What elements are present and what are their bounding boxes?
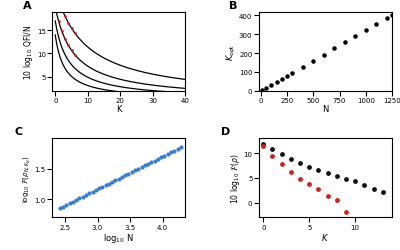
Point — [259, 89, 265, 93]
Point — [288, 171, 294, 175]
Point — [278, 152, 285, 156]
Point — [389, 14, 395, 18]
Point — [92, 188, 99, 192]
Point — [300, 65, 306, 69]
Point — [297, 177, 303, 181]
Point — [342, 41, 348, 45]
Point — [142, 164, 148, 168]
Point — [343, 177, 349, 181]
Point — [63, 203, 70, 207]
Point — [80, 195, 86, 199]
Point — [99, 185, 106, 189]
Point — [373, 23, 380, 27]
Text: C: C — [15, 127, 23, 137]
Point — [152, 159, 158, 163]
Point — [158, 156, 164, 160]
Point — [57, 206, 63, 210]
Point — [76, 196, 83, 200]
Point — [102, 184, 109, 188]
Text: A: A — [23, 0, 31, 10]
Text: D: D — [221, 127, 230, 137]
Point — [334, 174, 340, 178]
Point — [297, 161, 303, 165]
Point — [60, 205, 66, 209]
Point — [171, 149, 178, 153]
Point — [128, 170, 135, 174]
Point — [260, 142, 266, 146]
Point — [109, 180, 115, 184]
Point — [310, 59, 316, 63]
Point — [324, 172, 331, 176]
Point — [73, 198, 79, 202]
Point — [315, 169, 322, 173]
Point — [306, 165, 312, 169]
Point — [70, 200, 76, 204]
Point — [284, 74, 290, 78]
Y-axis label: $K_{\mathrm{opt}}$: $K_{\mathrm{opt}}$ — [224, 44, 238, 60]
Point — [362, 29, 369, 33]
Point — [278, 163, 285, 167]
Point — [161, 154, 168, 158]
Point — [168, 151, 174, 155]
Y-axis label: 10 log$_{10}$ QFI/N: 10 log$_{10}$ QFI/N — [22, 24, 35, 80]
Point — [320, 53, 327, 57]
Point — [263, 86, 269, 90]
X-axis label: $K$: $K$ — [321, 231, 329, 242]
Point — [119, 175, 125, 179]
Point — [86, 192, 92, 196]
Point — [135, 167, 142, 171]
Point — [331, 47, 338, 51]
Point — [315, 188, 322, 192]
Point — [384, 17, 390, 21]
X-axis label: log$_{10}$ N: log$_{10}$ N — [103, 231, 134, 244]
Text: B: B — [229, 0, 238, 10]
X-axis label: K: K — [116, 105, 122, 114]
Point — [164, 152, 171, 156]
Point — [148, 160, 154, 164]
Point — [89, 190, 96, 194]
Point — [106, 182, 112, 186]
Point — [289, 71, 296, 75]
Point — [380, 190, 386, 194]
Point — [269, 148, 276, 152]
Point — [178, 146, 184, 150]
X-axis label: N: N — [322, 105, 328, 114]
Point — [352, 35, 358, 39]
Point — [122, 174, 128, 178]
Point — [278, 77, 285, 81]
Y-axis label: log$_{10}$ $\mathcal{F}(\rho_{N,K_N})$: log$_{10}$ $\mathcal{F}(\rho_{N,K_N})$ — [22, 154, 33, 202]
Point — [269, 154, 276, 158]
Point — [273, 80, 280, 84]
Point — [155, 157, 161, 161]
Point — [288, 157, 294, 161]
Point — [361, 184, 368, 188]
Point — [132, 169, 138, 173]
Point — [352, 180, 358, 184]
Point — [112, 178, 118, 182]
Point — [324, 194, 331, 198]
Point — [116, 177, 122, 181]
Point — [334, 198, 340, 202]
Point — [145, 162, 151, 166]
Point — [268, 83, 274, 87]
Point — [343, 210, 349, 214]
Point — [370, 187, 377, 191]
Point — [83, 193, 89, 197]
Y-axis label: 10 log$_{10}$ $\mathcal{F}(\rho)$: 10 log$_{10}$ $\mathcal{F}(\rho)$ — [229, 153, 242, 203]
Point — [260, 144, 266, 148]
Point — [174, 148, 181, 152]
Point — [125, 172, 132, 176]
Point — [96, 187, 102, 191]
Point — [66, 202, 73, 205]
Point — [138, 166, 145, 170]
Point — [306, 182, 312, 186]
